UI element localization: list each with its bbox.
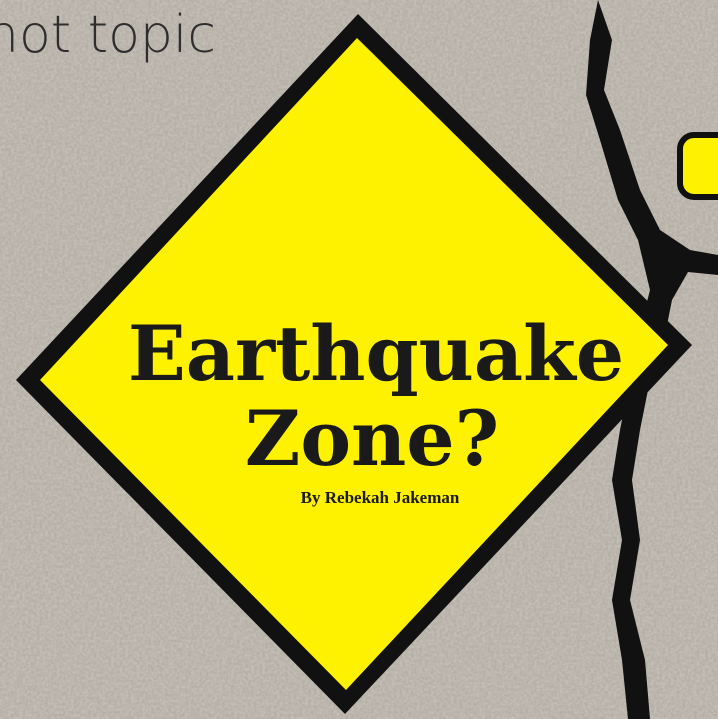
title-line-2: Zone?	[245, 394, 499, 483]
section-label: hot topic	[0, 5, 216, 65]
title-line-1: Earthquake	[128, 309, 624, 398]
byline: By Rebekah Jakeman	[301, 488, 460, 507]
page: hot topic Earthquake Zone? By Rebekah Ja…	[0, 0, 718, 719]
side-sign	[680, 135, 718, 197]
